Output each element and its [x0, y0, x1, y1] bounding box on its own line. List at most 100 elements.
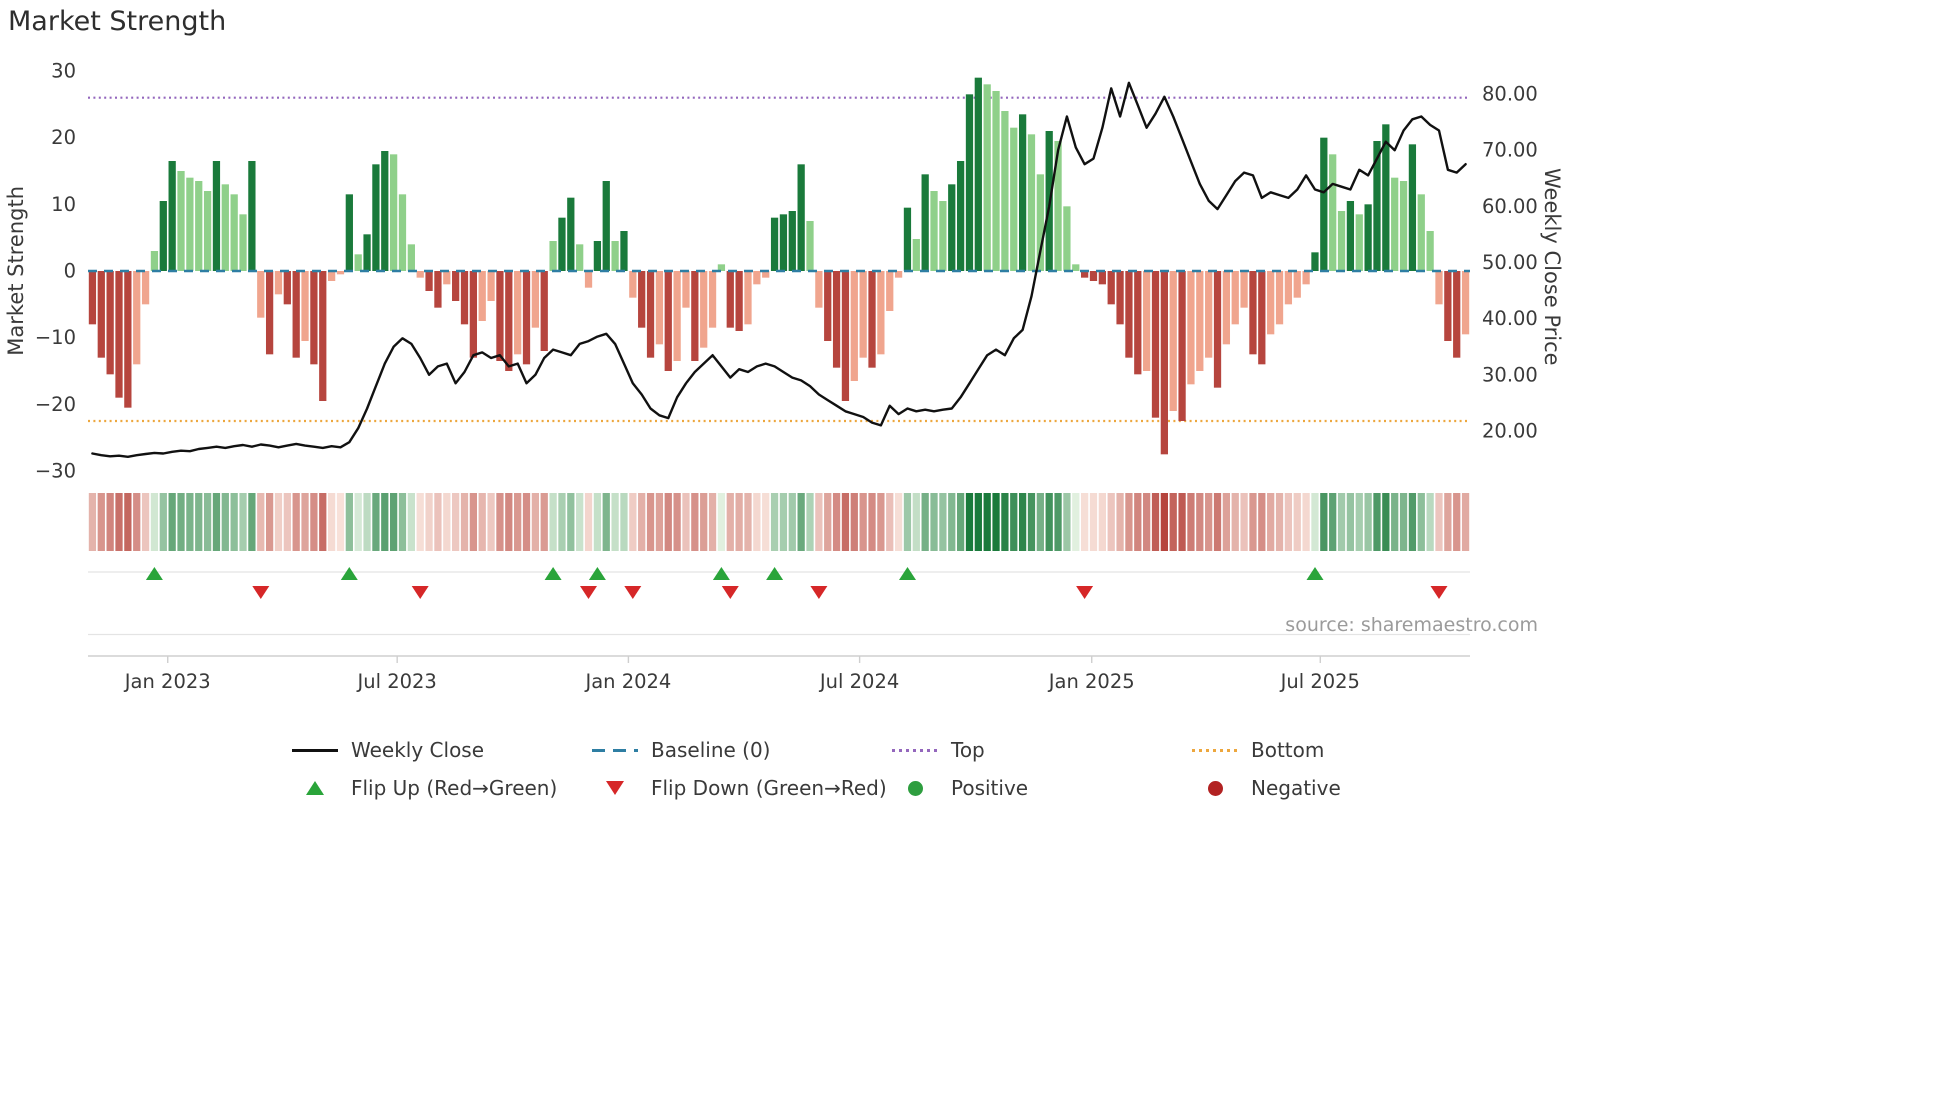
heatmap-cell	[549, 493, 557, 551]
heatmap-cell	[531, 493, 540, 551]
heatmap-cell	[1010, 493, 1018, 551]
strength-bars	[88, 77, 1470, 455]
heatmap-cell	[744, 493, 752, 551]
strength-bar	[584, 271, 593, 288]
legend-handle	[892, 748, 938, 752]
strength-bar	[1081, 271, 1089, 278]
heatmap-cell	[354, 493, 362, 551]
bottom-dotted-swatch	[1192, 748, 1238, 752]
heatmap-cell	[283, 493, 291, 551]
heatmap-cell	[1426, 493, 1434, 551]
strength-bar	[850, 271, 858, 381]
heatmap-cell	[1125, 493, 1133, 551]
heatmap-cell	[372, 493, 380, 551]
top-dotted-swatch	[892, 748, 938, 752]
strength-bar	[1329, 154, 1337, 271]
strength-bar	[824, 271, 832, 341]
heatmap-cell	[1178, 493, 1186, 551]
heatmap-cell	[195, 493, 203, 551]
legend-bottom: Bottom	[1192, 736, 1492, 764]
strength-bar	[248, 161, 256, 271]
strength-bar	[1178, 271, 1186, 421]
flip-down-marker-icon	[810, 586, 828, 599]
strength-bar	[1018, 114, 1027, 271]
weekly-close-line	[91, 81, 1467, 458]
strength-bar	[797, 164, 805, 271]
heatmap-cell	[505, 493, 513, 551]
strength-bar	[159, 201, 167, 271]
strength-bar	[133, 271, 141, 365]
heatmap-cell	[1329, 493, 1337, 551]
strength-bar	[832, 271, 841, 368]
flip-down-markers	[252, 586, 1448, 599]
flip-down-marker-icon	[1430, 586, 1448, 599]
legend-positive: Positive	[892, 774, 1192, 802]
heatmap-cell	[1364, 493, 1372, 551]
strength-bar	[726, 271, 734, 328]
strength-bar	[487, 271, 495, 301]
strength-bar	[1027, 134, 1036, 271]
strength-bar	[1346, 201, 1355, 271]
strength-bar	[434, 271, 442, 308]
flip-up-markers	[145, 567, 1324, 580]
flip-up-triangle-icon	[306, 781, 324, 795]
heatmap-cell	[319, 493, 327, 551]
strength-bar	[319, 271, 327, 401]
heatmap-cell	[496, 493, 504, 551]
x-tick-label: Jan 2024	[583, 670, 671, 693]
legend-flip-up: Flip Up (Red→Green)	[292, 774, 592, 802]
heatmap-cell	[1267, 493, 1275, 551]
right-tick-label: 20.00	[1482, 420, 1538, 443]
strength-bar	[522, 271, 531, 365]
strength-bar	[806, 221, 814, 271]
strength-bar	[390, 154, 398, 271]
strength-bar	[558, 217, 566, 271]
strength-bar	[576, 244, 584, 271]
strength-bar	[673, 271, 681, 361]
heatmap-cell	[452, 493, 460, 551]
heatmap-cell	[682, 493, 690, 551]
legend-label-baseline: Baseline (0)	[651, 738, 771, 762]
legend-baseline: Baseline (0)	[592, 736, 892, 764]
strength-bar	[531, 271, 540, 328]
strength-bar	[974, 77, 982, 271]
flip-up-marker-icon	[899, 567, 916, 580]
heatmap-cell	[1107, 493, 1115, 551]
negative-dot-icon	[1207, 780, 1223, 796]
heatmap-cell	[859, 493, 867, 551]
strength-bar	[1001, 111, 1009, 271]
strength-bar	[1364, 204, 1372, 271]
heatmap-cell	[1187, 493, 1195, 551]
strength-bar	[930, 191, 938, 271]
legend-label-negative: Negative	[1251, 776, 1341, 800]
heatmap-cell	[327, 493, 336, 551]
strength-bar	[381, 151, 389, 271]
right-tick-label: 50.00	[1482, 251, 1538, 274]
close-line-group	[91, 81, 1467, 458]
heatmap-cell	[1098, 493, 1106, 551]
heatmap-cell	[239, 493, 247, 551]
strength-bar	[150, 251, 159, 271]
strength-bar	[186, 177, 194, 271]
strength-bar	[894, 271, 903, 278]
strength-bar	[203, 191, 212, 271]
strength-bar	[1311, 252, 1319, 271]
heatmap-cell	[97, 493, 105, 551]
strength-bar	[1089, 271, 1098, 281]
heatmap-cell	[1249, 493, 1257, 551]
legend-label-bottom: Bottom	[1251, 738, 1325, 762]
heatmap-cell	[832, 493, 841, 551]
heatmap-cell	[416, 493, 424, 551]
heatmap-cell	[735, 493, 743, 551]
heatmap-cell	[186, 493, 194, 551]
strength-bar	[345, 194, 353, 271]
heatmap-cell	[398, 493, 407, 551]
strength-bar	[762, 271, 770, 278]
strength-bar	[655, 271, 664, 345]
strength-bar	[593, 241, 602, 271]
strength-bar	[1107, 271, 1115, 305]
heatmap-cell	[894, 493, 903, 551]
strength-bar	[460, 271, 469, 325]
heatmap-cell	[646, 493, 655, 551]
strength-bar	[1036, 174, 1044, 271]
